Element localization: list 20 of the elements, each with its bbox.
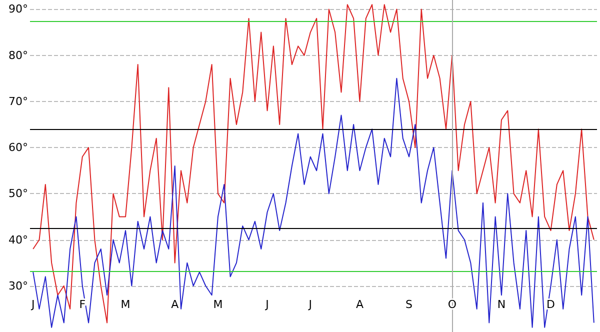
x-tick-label: F bbox=[79, 298, 86, 311]
x-tick-label: J bbox=[308, 298, 312, 311]
x-tick-label: J bbox=[30, 298, 35, 311]
x-tick-label: A bbox=[356, 298, 364, 311]
x-tick-label: M bbox=[120, 298, 130, 311]
y-tick-label: 90° bbox=[8, 2, 28, 16]
y-tick-label: 30° bbox=[8, 279, 28, 292]
y-tick-label: 80° bbox=[8, 48, 28, 62]
line-series bbox=[32, 78, 594, 328]
y-tick-label: 70° bbox=[8, 94, 28, 108]
x-tick-label: J bbox=[264, 298, 269, 311]
x-tick-label: O bbox=[448, 298, 457, 311]
y-tick-label: 40° bbox=[8, 233, 28, 246]
y-tick-label: 50° bbox=[8, 187, 28, 200]
y-tick-label: 60° bbox=[8, 141, 28, 154]
x-tick-label: A bbox=[171, 298, 180, 311]
x-tick-label: M bbox=[213, 298, 223, 311]
x-tick-label: S bbox=[406, 298, 413, 311]
line-series bbox=[32, 4, 594, 324]
x-tick-label: N bbox=[497, 298, 506, 311]
